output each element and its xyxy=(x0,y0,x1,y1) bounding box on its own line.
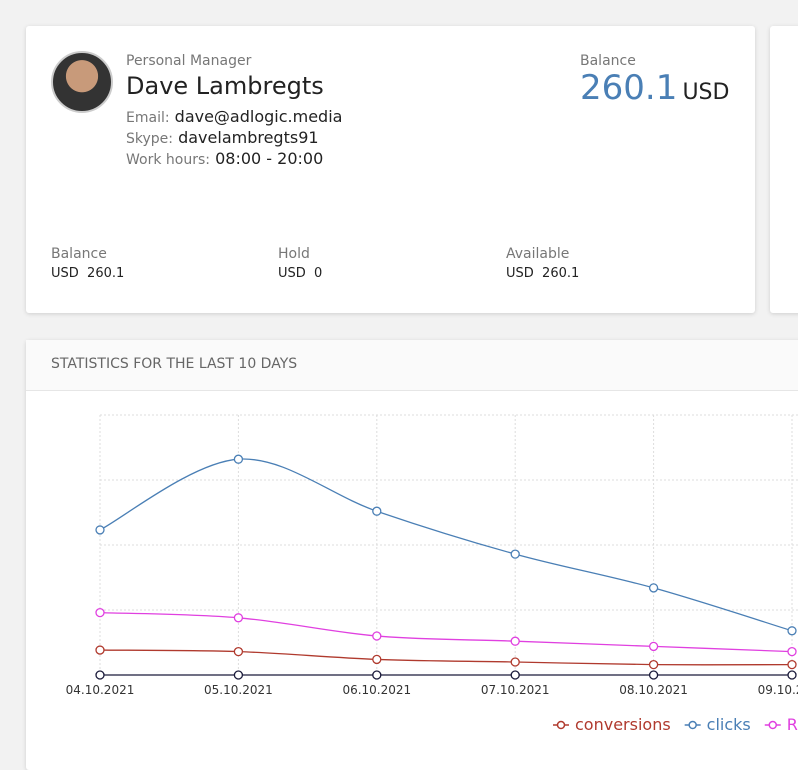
amount: 260.1 xyxy=(87,266,125,281)
account-value: USD 0 xyxy=(278,266,322,281)
currency: USD xyxy=(278,266,306,281)
x-tick-label: 07.10.2021 xyxy=(481,683,550,697)
manager-label: Personal Manager xyxy=(126,53,252,69)
stats-card: STATISTICS FOR THE LAST 10 DAYS xyxy=(26,340,798,770)
manager-card: Personal Manager Dave Lambregts Email: d… xyxy=(26,26,755,313)
side-card xyxy=(770,26,798,313)
balance-currency: USD xyxy=(682,80,730,105)
legend-label: clicks xyxy=(707,715,751,734)
avatar xyxy=(51,51,113,113)
legend-icon xyxy=(556,720,566,730)
point xyxy=(787,670,797,680)
point xyxy=(233,670,244,680)
stats-header xyxy=(26,340,798,391)
hours: 08:00 - 20:00 xyxy=(215,149,324,168)
account-label: Hold xyxy=(278,246,310,262)
amount: 260.1 xyxy=(542,266,580,281)
point xyxy=(95,670,105,680)
legend-label: conversions xyxy=(575,715,671,734)
point xyxy=(648,583,659,593)
email: dave@adlogic.media xyxy=(174,107,343,126)
x-tick-label: 08.10.2021 xyxy=(619,683,688,697)
point xyxy=(95,525,105,535)
account-value: USD 260.1 xyxy=(506,266,579,281)
point xyxy=(648,659,659,670)
x-tick-label: 04.10.2021 xyxy=(66,683,135,697)
email-label: Email: xyxy=(126,110,170,126)
skype-row: Skype: davelambregts91 xyxy=(126,128,319,147)
account-label: Available xyxy=(506,246,570,262)
point xyxy=(787,626,797,636)
manager-name: Dave Lambregts xyxy=(126,72,324,100)
chart: 04.10.2021 05.10.2021 06.10.2021 07.10.2021… xyxy=(66,414,798,734)
amount: 0 xyxy=(314,266,323,281)
series-line xyxy=(99,458,793,632)
legend-icon xyxy=(688,720,697,730)
balance-amount: 260.1 xyxy=(580,68,678,108)
point xyxy=(372,654,382,665)
point xyxy=(648,670,659,680)
account-2: Available USD 260.1 xyxy=(506,246,579,281)
account-label: Balance xyxy=(51,246,107,262)
point xyxy=(233,646,244,657)
point xyxy=(95,607,105,618)
balance-label: Balance xyxy=(580,53,636,69)
series-line xyxy=(99,649,793,666)
currency: USD xyxy=(506,266,534,281)
email-row: Email: dave@adlogic.media xyxy=(126,107,342,126)
point xyxy=(510,670,520,680)
point xyxy=(372,506,382,516)
point xyxy=(510,549,520,559)
point xyxy=(510,657,520,667)
hours-row: Work hours: 08:00 - 20:00 xyxy=(126,149,323,168)
point xyxy=(510,636,520,646)
skype-label: Skype: xyxy=(126,131,173,147)
account-value: USD 260.1 xyxy=(51,266,124,281)
balance-row: 260.1 USD xyxy=(580,68,729,108)
account-1: Hold USD 0 xyxy=(278,246,322,281)
point xyxy=(95,645,105,655)
currency: USD xyxy=(51,266,79,281)
point xyxy=(233,613,244,623)
page: Personal Manager Dave Lambregts Email: d… xyxy=(26,26,798,770)
x-tick-label: 05.10.2021 xyxy=(204,683,273,697)
legend-icon xyxy=(768,720,778,730)
skype: davelambregts91 xyxy=(178,128,319,147)
x-tick-label: 06.10.2021 xyxy=(342,683,411,697)
point xyxy=(372,631,382,641)
point xyxy=(787,659,797,670)
series-line xyxy=(99,611,793,653)
point xyxy=(648,641,659,652)
point xyxy=(787,646,797,657)
x-tick-label: 09.10.2021 xyxy=(758,683,798,697)
hours-label: Work hours: xyxy=(126,152,210,168)
legend-label: Re xyxy=(787,715,798,734)
stats-title: STATISTICS FOR THE LAST 10 DAYS xyxy=(51,356,298,372)
point xyxy=(372,670,382,680)
point xyxy=(233,454,244,464)
account-0: Balance USD 260.1 xyxy=(51,246,124,281)
